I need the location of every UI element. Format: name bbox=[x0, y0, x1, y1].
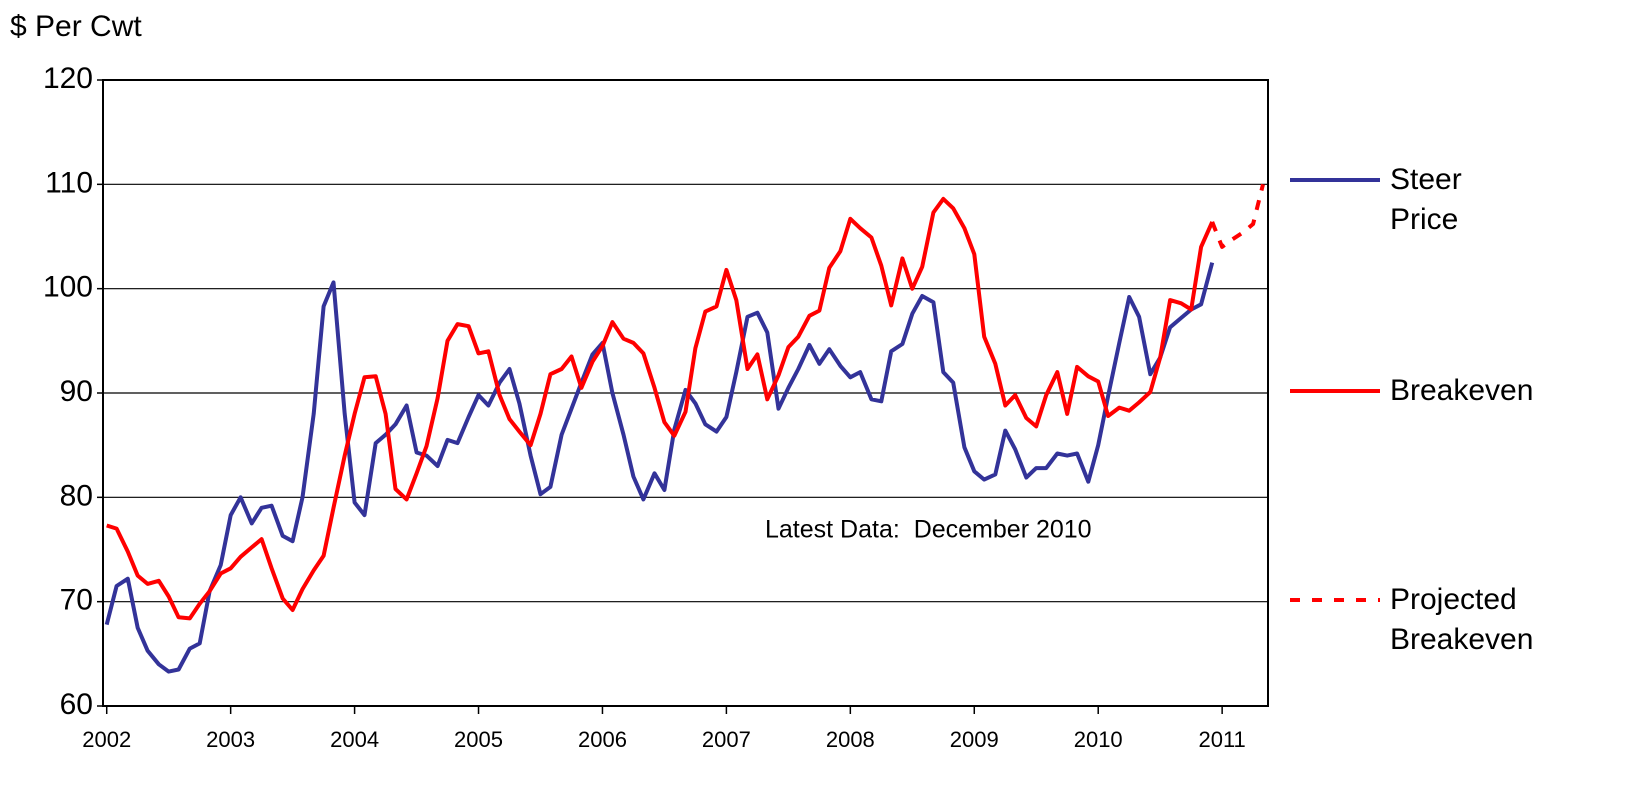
data-line bbox=[1210, 183, 1265, 249]
data-line bbox=[106, 196, 1215, 621]
y-tick-label: 80 bbox=[60, 479, 93, 512]
x-tick-label: 2003 bbox=[206, 727, 255, 752]
annotation: Latest Data: December 2010 bbox=[765, 516, 1092, 544]
x-tick-label: 2002 bbox=[82, 727, 131, 752]
y-axis-label: $ Per Cwt bbox=[10, 10, 142, 43]
x-tick-label: 2009 bbox=[950, 727, 999, 752]
x-tick-label: 2004 bbox=[330, 727, 379, 752]
y-tick-label: 60 bbox=[60, 688, 93, 721]
legend-label: Steer Price bbox=[1390, 163, 1462, 236]
legend-label: Breakeven bbox=[1390, 374, 1534, 407]
y-tick-label: 70 bbox=[60, 584, 93, 617]
plot-frame bbox=[102, 79, 1269, 707]
x-tick-label: 2010 bbox=[1074, 727, 1123, 752]
y-tick-label: 110 bbox=[45, 166, 93, 199]
legend-label: Projected Breakeven bbox=[1390, 583, 1534, 656]
data-line bbox=[104, 262, 1215, 674]
x-tick-label: 2005 bbox=[454, 727, 503, 752]
x-tick-label: 2008 bbox=[826, 727, 875, 752]
y-tick-label: 100 bbox=[43, 271, 93, 304]
x-tick-label: 2006 bbox=[578, 727, 627, 752]
y-tick-label: 90 bbox=[60, 375, 93, 408]
y-tick-label: 120 bbox=[43, 62, 93, 95]
x-tick-label: 2007 bbox=[702, 727, 751, 752]
x-tick-label: 2011 bbox=[1198, 727, 1245, 752]
